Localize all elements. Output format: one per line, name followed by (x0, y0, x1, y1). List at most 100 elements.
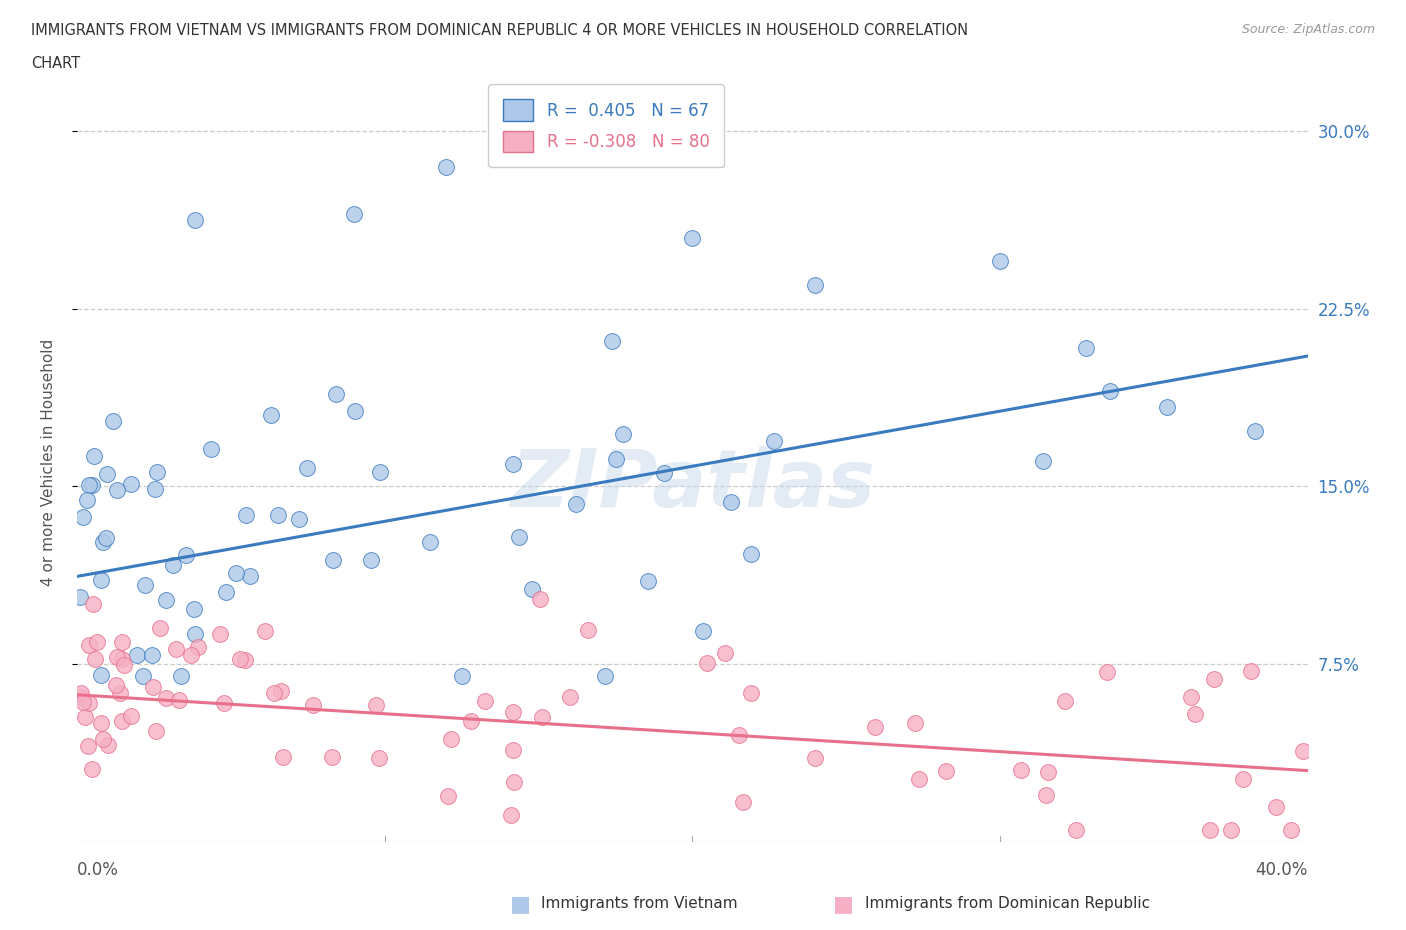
Point (96, 737, 118, 752)
Point (132, 669, 155, 684)
Point (184, 212, 207, 227)
Point (499, 807, 522, 822)
Point (450, 669, 472, 684)
Point (321, 750, 343, 764)
Point (529, 591, 551, 606)
Point (502, 742, 524, 757)
Point (96, 467, 118, 482)
Y-axis label: 4 or more Vehicles in Household: 4 or more Vehicles in Household (42, 339, 56, 586)
Point (508, 529, 530, 544)
Point (988, 254, 1011, 269)
Point (239, 569, 262, 584)
Point (740, 685, 762, 700)
Point (225, 566, 247, 581)
Point (72, 694, 94, 709)
Point (105, 678, 128, 693)
Point (1240, 664, 1263, 679)
Point (1054, 694, 1077, 709)
Point (112, 658, 135, 672)
Point (83, 448, 105, 463)
Text: ■: ■ (510, 894, 530, 914)
Point (1279, 822, 1302, 837)
Point (184, 627, 207, 642)
Point (183, 602, 205, 617)
Point (155, 690, 177, 705)
Point (212, 696, 235, 711)
Point (145, 724, 167, 738)
Point (714, 646, 737, 661)
Point (576, 623, 599, 638)
Point (1199, 822, 1222, 837)
Point (82, 596, 104, 611)
Point (70, 685, 93, 700)
Point (1064, 822, 1087, 837)
Point (76, 492, 98, 507)
Point (344, 404, 367, 418)
Point (146, 465, 169, 480)
Point (1220, 822, 1243, 837)
Point (637, 574, 659, 589)
Point (502, 705, 524, 720)
Point (167, 692, 190, 707)
Point (1244, 424, 1267, 439)
Text: CHART: CHART (31, 56, 80, 71)
Point (343, 206, 366, 221)
Point (83, 651, 105, 666)
Point (141, 647, 163, 662)
Point (233, 652, 256, 667)
Point (180, 647, 202, 662)
Point (731, 794, 754, 809)
Point (80, 478, 103, 493)
Point (728, 727, 751, 742)
Text: ZIPatlas: ZIPatlas (510, 446, 875, 525)
Point (474, 694, 496, 709)
Point (76, 738, 98, 753)
Point (503, 775, 526, 790)
Point (908, 772, 931, 787)
Point (804, 751, 827, 765)
Point (86, 634, 108, 649)
Point (170, 669, 193, 684)
Point (200, 441, 222, 456)
Point (368, 465, 391, 480)
Point (229, 652, 252, 667)
Text: Immigrants from Vietnam: Immigrants from Vietnam (541, 897, 738, 911)
Point (143, 481, 166, 496)
Point (142, 680, 165, 695)
Text: 40.0%: 40.0% (1256, 860, 1308, 879)
Point (297, 460, 319, 475)
Point (1076, 340, 1098, 355)
Point (82, 762, 104, 777)
Point (111, 713, 134, 728)
Point (270, 684, 292, 699)
Point (288, 512, 311, 526)
Point (1010, 762, 1032, 777)
Point (367, 751, 389, 765)
Point (564, 497, 586, 512)
Point (209, 627, 232, 642)
Point (90, 715, 112, 730)
Point (720, 495, 742, 510)
Point (558, 689, 581, 704)
Point (105, 483, 128, 498)
Point (1204, 671, 1226, 686)
Point (90, 572, 112, 587)
Point (127, 647, 149, 662)
Point (364, 698, 387, 712)
Point (502, 457, 524, 472)
Point (740, 547, 762, 562)
Point (111, 635, 134, 650)
Point (260, 407, 283, 422)
Point (271, 750, 294, 764)
Point (165, 642, 187, 657)
Point (1035, 788, 1057, 803)
Point (804, 277, 827, 292)
Point (253, 624, 276, 639)
Point (436, 159, 458, 174)
Point (682, 231, 704, 246)
Point (935, 764, 957, 779)
Point (325, 386, 347, 401)
Text: Immigrants from Dominican Republic: Immigrants from Dominican Republic (865, 897, 1150, 911)
Point (520, 581, 543, 596)
Point (763, 434, 786, 449)
